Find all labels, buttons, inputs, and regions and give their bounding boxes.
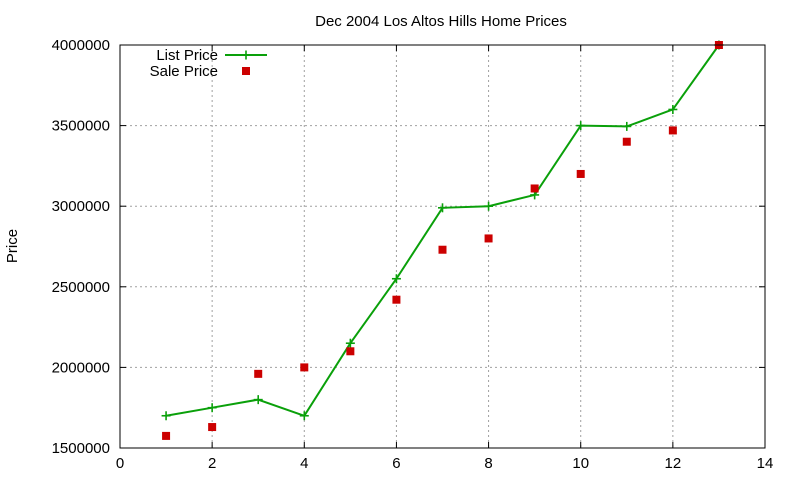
sale-price-point [576, 169, 585, 178]
legend-marker-sale-price [242, 67, 250, 75]
list-price-point [576, 121, 586, 131]
x-tick-label: 2 [208, 455, 216, 472]
list-price-line [165, 44, 720, 417]
sale-price-point [530, 184, 539, 193]
y-tick-label: 4000000 [52, 37, 110, 54]
plot-frame [119, 44, 766, 449]
y-axis-label: Price [4, 229, 21, 263]
sale-price-point [668, 126, 677, 135]
plot-series [161, 40, 724, 440]
sale-price-point [254, 369, 263, 378]
y-tick-label: 3000000 [52, 198, 110, 215]
list-price-point [622, 121, 632, 131]
sale-price-point [622, 137, 631, 146]
sale-price-point [438, 245, 447, 254]
list-price-point [438, 203, 447, 213]
x-tick-label: 14 [757, 455, 774, 472]
list-price-point [253, 395, 263, 405]
sale-price-point [392, 295, 401, 304]
y-tick-label: 1500000 [52, 440, 110, 457]
x-tick-label: 6 [392, 455, 400, 472]
y-tick-label: 2500000 [52, 279, 110, 296]
legend-label-sale-price: Sale Price [150, 63, 218, 80]
sale-price-point [484, 234, 493, 243]
chart-title: Dec 2004 Los Altos Hills Home Prices [315, 13, 567, 30]
list-price-point [391, 274, 401, 284]
legend-label-list-price: List Price [156, 47, 218, 64]
x-tick-label: 8 [484, 455, 492, 472]
list-price-point [299, 411, 309, 421]
grid [120, 45, 765, 448]
sale-price-point [162, 431, 171, 440]
sale-price-point [300, 363, 309, 372]
x-tick-label: 10 [572, 455, 589, 472]
list-price-point [161, 411, 171, 421]
y-tick-label: 3500000 [52, 118, 110, 135]
x-tick-label: 4 [300, 455, 308, 472]
list-price-point [484, 201, 494, 211]
list-price-point [207, 403, 217, 413]
x-tick-label: 0 [116, 455, 124, 472]
list-price-point [668, 104, 678, 114]
sale-price-point [208, 423, 217, 432]
legend-marker-list-price [241, 50, 251, 60]
y-tick-label: 2000000 [52, 359, 110, 376]
list-price-point [345, 338, 355, 348]
axes: 0 2 4 6 8 10 12 14 1500000 2000000 2500000 3000000 3… [52, 37, 774, 472]
sale-price-point [346, 347, 355, 356]
x-tick-label: 12 [665, 455, 682, 472]
